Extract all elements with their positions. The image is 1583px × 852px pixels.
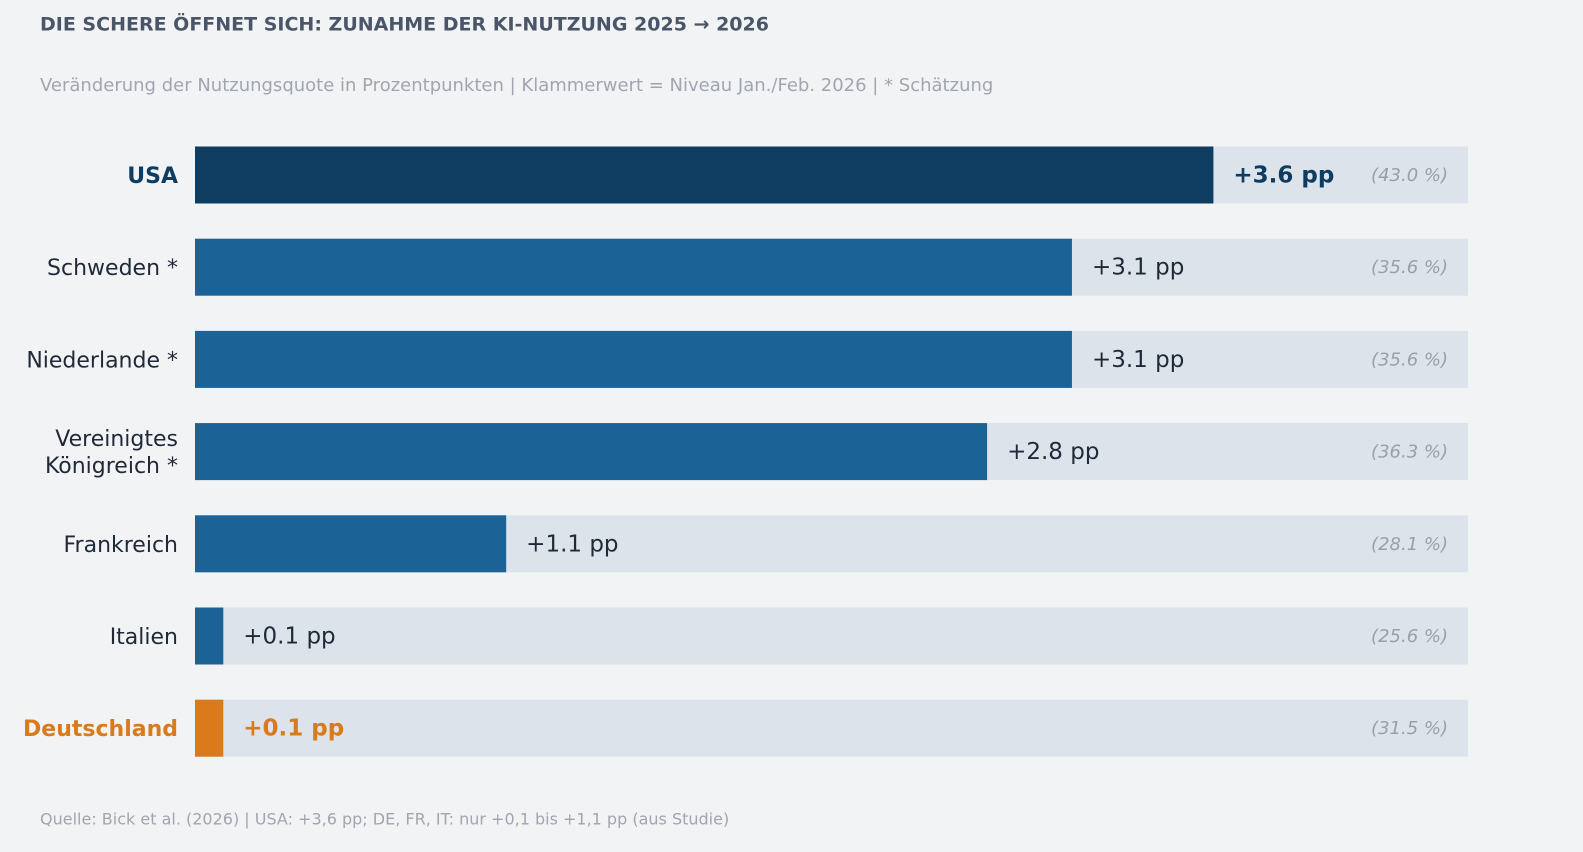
value-label: +0.1 pp xyxy=(243,716,344,742)
chart-title: DIE SCHERE ÖFFNET SICH: ZUNAHME DER KI-N… xyxy=(40,12,769,36)
level-label: (31.5 %) xyxy=(1371,718,1448,739)
level-label: (35.6 %) xyxy=(1371,257,1448,278)
value-label: +2.8 pp xyxy=(1007,439,1099,465)
value-label: +1.1 pp xyxy=(526,531,618,557)
bar xyxy=(195,607,224,665)
bar xyxy=(195,146,1214,204)
value-label: +3.1 pp xyxy=(1092,255,1184,281)
category-label: USA xyxy=(127,164,178,189)
level-label: (35.6 %) xyxy=(1371,349,1448,370)
bar xyxy=(195,699,224,757)
chart-subtitle: Veränderung der Nutzungsquote in Prozent… xyxy=(40,75,993,96)
bar xyxy=(195,238,1072,296)
category-label: Frankreich xyxy=(63,533,178,558)
bar-track xyxy=(195,607,1468,665)
category-label: Deutschland xyxy=(23,717,178,742)
category-label: Niederlande * xyxy=(26,348,178,373)
value-label: +3.6 pp xyxy=(1233,163,1334,189)
value-label: +0.1 pp xyxy=(243,624,335,650)
bar xyxy=(195,330,1072,388)
bar-track xyxy=(195,699,1468,757)
level-label: (28.1 %) xyxy=(1371,534,1448,555)
level-label: (25.6 %) xyxy=(1371,626,1448,647)
category-label: Vereinigtes Königreich * xyxy=(45,427,178,479)
value-label: +3.1 pp xyxy=(1092,347,1184,373)
source-note: Quelle: Bick et al. (2026) | USA: +3,6 p… xyxy=(40,810,729,829)
bar xyxy=(195,515,507,573)
bar xyxy=(195,423,988,481)
level-label: (43.0 %) xyxy=(1371,165,1448,186)
category-label: Italien xyxy=(110,625,178,650)
category-label: Schweden * xyxy=(47,256,178,281)
level-label: (36.3 %) xyxy=(1371,442,1448,463)
